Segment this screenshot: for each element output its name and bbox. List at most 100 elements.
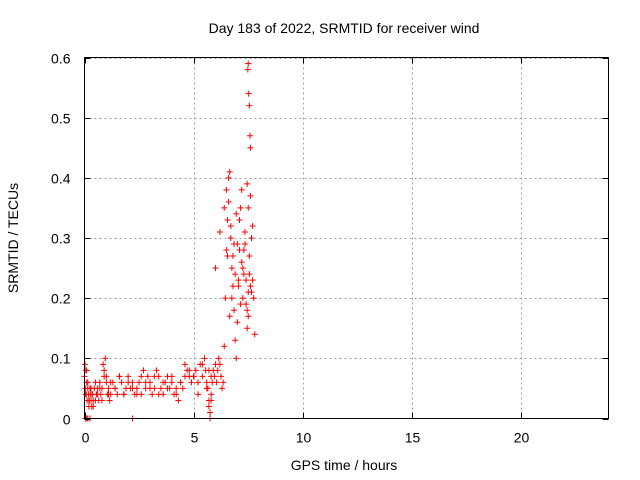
- y-axis-label: SRMTID / TECUs: [5, 183, 21, 293]
- data-point: [100, 361, 107, 368]
- data-point: [92, 379, 99, 386]
- data-point: [239, 265, 246, 272]
- y-tick-label: 0: [63, 412, 71, 428]
- data-point: [236, 216, 243, 223]
- data-point: [244, 325, 251, 332]
- data-points: [81, 60, 258, 422]
- data-point: [157, 385, 164, 392]
- tick-labels: 0 5 10 15 20 0 0.1 0.2 0.3 0.4 0.5 0.6: [51, 51, 529, 446]
- data-point: [225, 198, 232, 205]
- data-point: [199, 361, 206, 368]
- data-point: [173, 391, 180, 398]
- data-point: [246, 102, 253, 109]
- data-point: [220, 379, 227, 386]
- data-point: [195, 391, 202, 398]
- data-point: [82, 391, 89, 398]
- data-point: [241, 241, 248, 248]
- data-point: [133, 391, 140, 398]
- data-point: [232, 337, 239, 344]
- data-point: [205, 367, 212, 374]
- data-point: [84, 379, 91, 386]
- data-point: [250, 295, 257, 302]
- data-point: [225, 174, 232, 181]
- data-point: [247, 144, 254, 151]
- data-point: [247, 283, 254, 290]
- data-point: [125, 379, 132, 386]
- y-tick-label: 0.4: [51, 171, 71, 187]
- data-point: [214, 367, 221, 374]
- data-point: [245, 313, 252, 320]
- data-point: [105, 391, 112, 398]
- data-point: [85, 397, 92, 404]
- data-point: [88, 385, 95, 392]
- data-point: [244, 180, 251, 187]
- data-point: [164, 385, 171, 392]
- data-point: [226, 168, 233, 175]
- data-point: [106, 397, 113, 404]
- data-point: [247, 192, 254, 199]
- data-point: [229, 283, 236, 290]
- data-point: [112, 385, 119, 392]
- data-point: [208, 391, 215, 398]
- x-tick-label: 0: [82, 430, 90, 446]
- data-point: [125, 373, 132, 380]
- data-point: [245, 204, 252, 211]
- data-point: [90, 403, 97, 410]
- data-point: [237, 301, 244, 308]
- data-point: [138, 373, 145, 380]
- data-point: [208, 397, 215, 404]
- data-point: [105, 385, 112, 392]
- data-point: [199, 373, 206, 380]
- data-point: [237, 204, 244, 211]
- data-point: [207, 409, 214, 416]
- data-point: [233, 210, 240, 217]
- data-point: [101, 367, 108, 374]
- data-point: [89, 391, 96, 398]
- data-point: [221, 343, 228, 350]
- data-point: [201, 355, 208, 362]
- data-point: [224, 253, 231, 260]
- data-point: [231, 241, 238, 248]
- data-point: [215, 355, 222, 362]
- x-tick-label: 15: [405, 430, 421, 446]
- data-point: [232, 271, 239, 278]
- data-point: [160, 379, 167, 386]
- data-point: [238, 186, 245, 193]
- data-point: [239, 295, 246, 302]
- data-point: [212, 265, 219, 272]
- data-point: [179, 385, 186, 392]
- data-point: [227, 222, 234, 229]
- grid-lines: [84, 57, 609, 419]
- data-point: [168, 373, 175, 380]
- data-point: [243, 277, 250, 284]
- x-tick-label: 10: [296, 430, 312, 446]
- data-point: [217, 373, 224, 380]
- data-point: [151, 373, 158, 380]
- data-point: [116, 373, 123, 380]
- data-point: [223, 247, 230, 254]
- data-point: [240, 271, 247, 278]
- data-point: [173, 385, 180, 392]
- data-point: [248, 289, 255, 296]
- data-point: [246, 132, 253, 139]
- data-point: [221, 204, 228, 211]
- data-point: [222, 295, 229, 302]
- data-point: [168, 379, 175, 386]
- data-point: [94, 391, 101, 398]
- y-tick-label: 0.5: [51, 111, 71, 127]
- data-point: [246, 253, 253, 260]
- data-point: [181, 361, 188, 368]
- data-point: [195, 379, 202, 386]
- data-point: [190, 373, 197, 380]
- data-point: [96, 385, 103, 392]
- data-point: [244, 307, 251, 314]
- data-point: [233, 355, 240, 362]
- data-point: [102, 355, 109, 362]
- data-point: [129, 385, 136, 392]
- data-point: [223, 186, 230, 193]
- data-point: [249, 222, 256, 229]
- x-axis-label: GPS time / hours: [291, 457, 398, 473]
- data-point: [192, 367, 199, 374]
- data-point: [114, 391, 121, 398]
